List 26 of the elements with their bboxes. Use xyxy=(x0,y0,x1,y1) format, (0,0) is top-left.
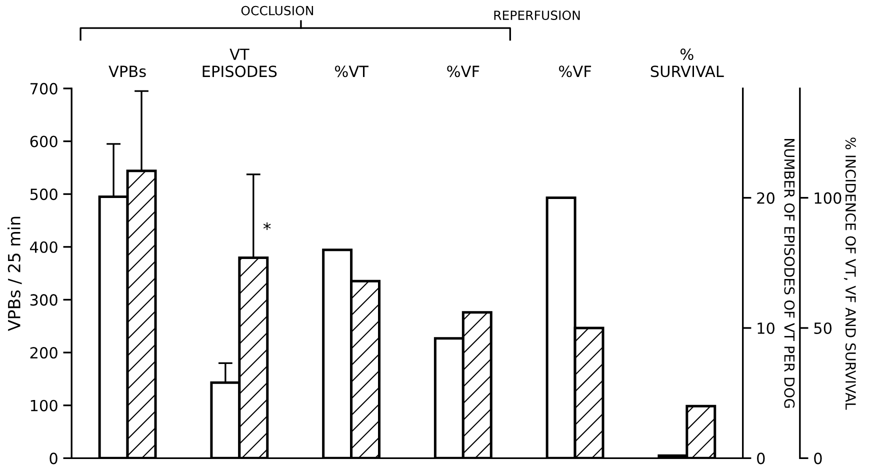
x-tick-label: VPBs xyxy=(108,66,146,78)
y3-tick-label: 50 xyxy=(814,322,832,334)
x-tick-label: %VT xyxy=(334,66,368,78)
y-tick-label: 0 xyxy=(50,452,58,464)
text: OCCLUSION xyxy=(241,6,314,16)
x-tick-label: % SURVIVAL xyxy=(650,48,724,78)
y2-axis-title: NUMBER OF EPISODES OF VT PER DOG xyxy=(784,139,795,408)
y2-tick-label: 0 xyxy=(757,452,765,464)
y3-axis-title: % INCIDENCE OF VT, VF AND SURVIVAL xyxy=(844,138,856,410)
y-tick-label: 200 xyxy=(30,347,58,359)
y-tick-label: 700 xyxy=(30,82,58,94)
y2-tick-label: 20 xyxy=(757,192,774,204)
y3-tick-label: 0 xyxy=(814,452,822,464)
y-axis-title: VPBs / 25 min xyxy=(8,216,22,332)
y2-tick-label: 10 xyxy=(758,322,774,334)
x-tick-label: %VF xyxy=(559,66,592,78)
text: REPERFUSION xyxy=(494,10,580,20)
y-tick-label: 500 xyxy=(30,188,58,200)
y3-tick-label: 100 xyxy=(814,192,842,204)
y-tick-label: 300 xyxy=(30,294,58,306)
x-tick-label: VT EPISODES xyxy=(202,48,277,78)
annotation: * xyxy=(263,222,271,230)
y-tick-label: 600 xyxy=(30,136,58,148)
y-tick-label: 400 xyxy=(30,241,58,253)
x-tick-label: %VF xyxy=(447,66,480,78)
y-tick-label: 100 xyxy=(30,400,58,412)
